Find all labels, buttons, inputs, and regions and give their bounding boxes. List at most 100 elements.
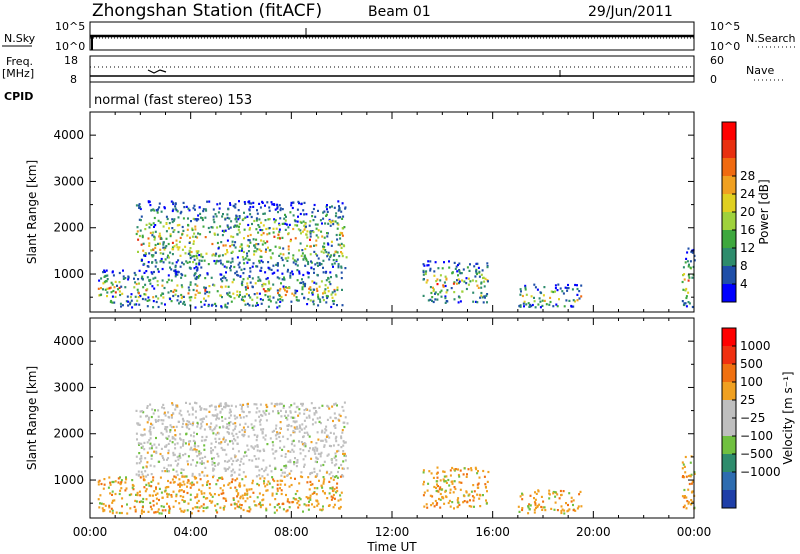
echo-cell [153, 270, 155, 274]
echo-cell [157, 508, 160, 511]
echo-cell [524, 286, 527, 289]
colorbar-swatch [722, 346, 736, 365]
echo-cell [218, 405, 221, 408]
echo-cell [554, 290, 556, 293]
echo-cell [266, 473, 269, 476]
echo-cell [289, 240, 292, 243]
echo-cell [688, 302, 691, 305]
echo-cell [135, 232, 138, 236]
echo-cell [458, 282, 460, 285]
echo-cell [297, 506, 300, 509]
echo-cell [426, 264, 429, 267]
echo-cell [97, 480, 100, 483]
echo-cell [258, 503, 261, 506]
echo-cell [322, 245, 324, 248]
echo-cell [184, 245, 187, 248]
echo-cell [238, 464, 241, 467]
echo-cell [116, 284, 118, 287]
echo-cell [160, 491, 163, 494]
echo-cell [309, 232, 312, 235]
echo-cell [336, 288, 339, 292]
echo-cell [215, 418, 218, 421]
echo-cell [218, 426, 221, 429]
echo-cell [239, 460, 242, 463]
echo-cell [324, 492, 326, 495]
echo-cell [231, 257, 234, 260]
echo-cell [246, 489, 249, 492]
echo-cell [433, 485, 436, 489]
echo-cell [255, 250, 258, 253]
echo-cell [170, 200, 173, 203]
echo-cell [242, 217, 245, 221]
echo-cell [216, 503, 219, 506]
echo-cell [102, 510, 105, 513]
echo-cell [118, 281, 121, 284]
echo-cell [278, 435, 281, 439]
echo-cell [309, 480, 312, 483]
echo-cell [299, 448, 302, 451]
echo-cell [257, 231, 260, 234]
echo-cell [193, 232, 196, 235]
echo-cell [528, 508, 531, 511]
echo-cell [150, 254, 153, 257]
echo-cell [527, 505, 530, 508]
echo-cell [311, 492, 314, 495]
echo-cell [288, 472, 291, 475]
echo-cell [335, 233, 338, 237]
echo-cell [256, 496, 259, 499]
echo-cell [451, 501, 454, 504]
echo-cell [130, 293, 133, 296]
echo-cell [172, 505, 175, 508]
echo-cell [206, 474, 209, 477]
echo-cell [182, 444, 184, 447]
echo-cell [258, 492, 261, 495]
echo-cell [216, 241, 219, 245]
echo-cell [152, 479, 155, 482]
echo-cell [558, 497, 561, 500]
echo-cell [229, 269, 232, 272]
echo-cell [181, 425, 184, 428]
echo-cell [214, 426, 217, 429]
echo-cell [193, 448, 196, 451]
echo-cell [304, 222, 307, 225]
echo-cell [296, 269, 299, 272]
echo-cell [148, 244, 151, 247]
echo-cell [231, 250, 234, 253]
echo-cell [276, 433, 279, 436]
echo-cell [177, 270, 180, 273]
echo-cell [303, 297, 306, 300]
echo-cell [136, 288, 139, 291]
echo-cell [184, 274, 187, 277]
echo-cell [304, 282, 307, 285]
echo-cell [220, 262, 222, 265]
colorbar-swatch [722, 418, 736, 437]
echo-cell [323, 445, 326, 448]
echo-cell [253, 250, 256, 253]
echo-cell [336, 222, 339, 225]
echo-cell [286, 500, 289, 503]
echo-cell [134, 508, 137, 511]
echo-cell [144, 252, 147, 255]
echo-cell [486, 490, 488, 493]
echo-cell [247, 425, 250, 428]
echo-cell [232, 429, 235, 432]
echo-cell [103, 483, 106, 486]
echo-cell [251, 286, 254, 289]
echo-cell [166, 502, 168, 505]
echo-cell [457, 274, 459, 277]
echo-cell [287, 232, 290, 235]
echo-cell [186, 410, 189, 413]
echo-cell [308, 488, 311, 491]
echo-cell [249, 281, 252, 284]
echo-cell [463, 495, 466, 498]
echo-cell [559, 287, 562, 290]
echo-cell [98, 294, 101, 297]
echo-cell [159, 234, 162, 238]
echo-cell [432, 289, 435, 292]
echo-cell [221, 416, 223, 419]
echo-cell [154, 493, 157, 496]
echo-cell [313, 450, 316, 453]
echo-cell [238, 266, 241, 269]
echo-cell [154, 243, 157, 247]
echo-cell [138, 206, 141, 209]
